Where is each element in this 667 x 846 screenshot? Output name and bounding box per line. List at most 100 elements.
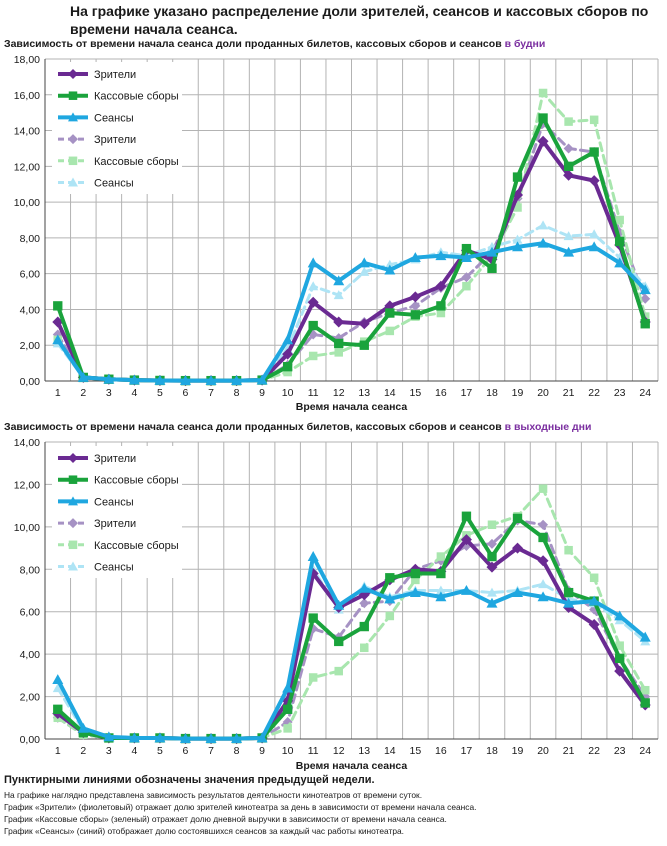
data-point — [385, 611, 395, 621]
y-tick-label: 10,00 — [14, 197, 40, 209]
data-point — [334, 348, 343, 357]
data-point — [588, 595, 600, 606]
legend: Зрители Кассовые сборы Сеансы Зрители Кассов… — [52, 446, 182, 578]
data-point — [231, 733, 243, 743]
data-point — [461, 511, 472, 521]
data-point — [256, 732, 268, 743]
y-tick-label: 4,00 — [20, 304, 41, 316]
x-tick-label: 7 — [208, 745, 214, 757]
footer-note-title: Пунктирными линиями обозначены значения … — [4, 774, 375, 786]
legend-swatch-marker — [68, 540, 78, 550]
series-sessions — [52, 237, 651, 386]
data-point — [333, 316, 345, 328]
data-point — [334, 338, 344, 349]
data-point — [538, 519, 549, 530]
data-point — [435, 591, 447, 602]
data-point — [358, 582, 370, 593]
data-point — [53, 301, 63, 311]
x-tick-label: 22 — [588, 387, 600, 399]
data-point — [486, 246, 498, 257]
legend-label: Сеансы — [94, 562, 134, 574]
data-point — [537, 135, 549, 147]
legend-label: Кассовые сборы — [94, 91, 179, 103]
data-point — [461, 272, 472, 283]
page-title: На графике указано распределение доли зр… — [70, 3, 649, 37]
legend-swatch-marker — [68, 91, 78, 100]
data-point — [512, 542, 524, 554]
data-point — [512, 241, 524, 252]
x-tick-label: 3 — [106, 745, 112, 757]
data-point — [436, 568, 446, 579]
data-point — [460, 534, 472, 546]
data-point — [512, 587, 524, 598]
data-point — [512, 172, 523, 182]
data-point — [614, 257, 626, 268]
y-tick-label: 14,00 — [14, 126, 40, 138]
data-point — [384, 593, 396, 604]
data-point — [205, 733, 217, 743]
x-tick-label: 24 — [639, 387, 651, 399]
data-point — [282, 348, 294, 360]
data-point — [436, 552, 446, 561]
data-point — [410, 310, 421, 320]
data-point — [436, 301, 446, 311]
data-point — [538, 88, 548, 98]
y-tick-label: 0,00 — [20, 376, 41, 388]
x-tick-label: 6 — [183, 387, 189, 399]
legend-label: Кассовые сборы — [94, 540, 179, 552]
x-tick-label: 1 — [55, 745, 61, 757]
data-point — [563, 246, 575, 257]
data-point — [128, 374, 140, 385]
x-tick-label: 18 — [486, 745, 498, 757]
data-point — [308, 320, 318, 331]
legend-swatch-marker — [68, 561, 78, 571]
legend-background — [52, 446, 182, 578]
chart-weekday-subtitle-main: Зависимость от времени начала сеанса дол… — [4, 38, 502, 50]
y-tick-label: 6,00 — [20, 269, 41, 281]
x-tick-label: 11 — [308, 387, 319, 399]
legend-background — [52, 62, 182, 194]
data-point — [640, 698, 650, 708]
data-point — [334, 636, 344, 647]
legend-label: Кассовые сборы — [94, 475, 179, 487]
x-tick-label: 13 — [358, 387, 370, 399]
data-point — [487, 520, 497, 529]
legend-label: Зрители — [94, 69, 136, 81]
data-point — [588, 241, 600, 252]
data-point — [282, 362, 293, 372]
data-point — [128, 732, 140, 743]
x-tick-label: 22 — [588, 745, 600, 757]
data-point — [513, 203, 522, 212]
data-point — [358, 318, 370, 330]
data-point — [282, 704, 293, 714]
data-point — [640, 319, 650, 329]
x-tick-label: 19 — [512, 387, 524, 399]
data-point — [462, 281, 471, 291]
data-point — [615, 641, 624, 650]
data-point — [563, 587, 574, 598]
data-point — [538, 113, 548, 123]
x-tick-label: 16 — [435, 387, 447, 399]
data-point — [589, 229, 600, 239]
data-point — [410, 568, 421, 579]
series-sessions — [52, 551, 651, 743]
data-point — [409, 587, 421, 598]
data-point — [588, 618, 600, 630]
data-point — [563, 161, 574, 172]
data-point — [358, 257, 370, 268]
data-point — [460, 585, 472, 595]
x-tick-label: 23 — [614, 387, 626, 399]
data-point — [308, 673, 318, 682]
legend-swatch-marker — [68, 69, 78, 79]
data-point — [360, 643, 369, 653]
x-tick-label: 14 — [384, 745, 396, 757]
data-point — [77, 371, 89, 382]
chart-weekday-subtitle-accent: в будни — [504, 38, 546, 50]
x-tick-label: 18 — [486, 387, 498, 399]
data-point — [589, 147, 599, 157]
data-point — [563, 169, 575, 181]
chart-weekday-subtitle: Зависимость от времени начала сеанса дол… — [4, 38, 545, 50]
data-point — [103, 731, 115, 742]
data-point — [615, 236, 625, 247]
data-point — [359, 340, 369, 350]
